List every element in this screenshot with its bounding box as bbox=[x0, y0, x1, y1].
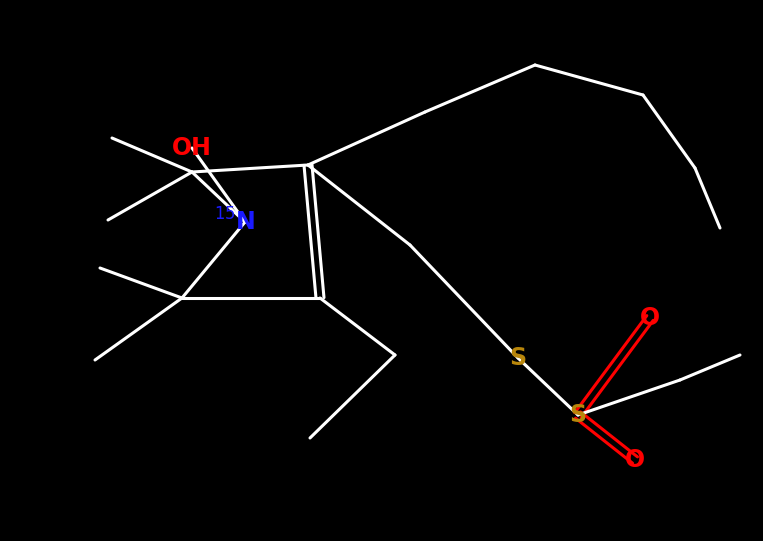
Text: S: S bbox=[569, 403, 587, 427]
Text: O: O bbox=[625, 448, 645, 472]
Text: O: O bbox=[640, 306, 660, 330]
Text: $^{15}$N: $^{15}$N bbox=[214, 208, 256, 235]
Text: OH: OH bbox=[172, 136, 212, 160]
Text: S: S bbox=[510, 346, 526, 370]
